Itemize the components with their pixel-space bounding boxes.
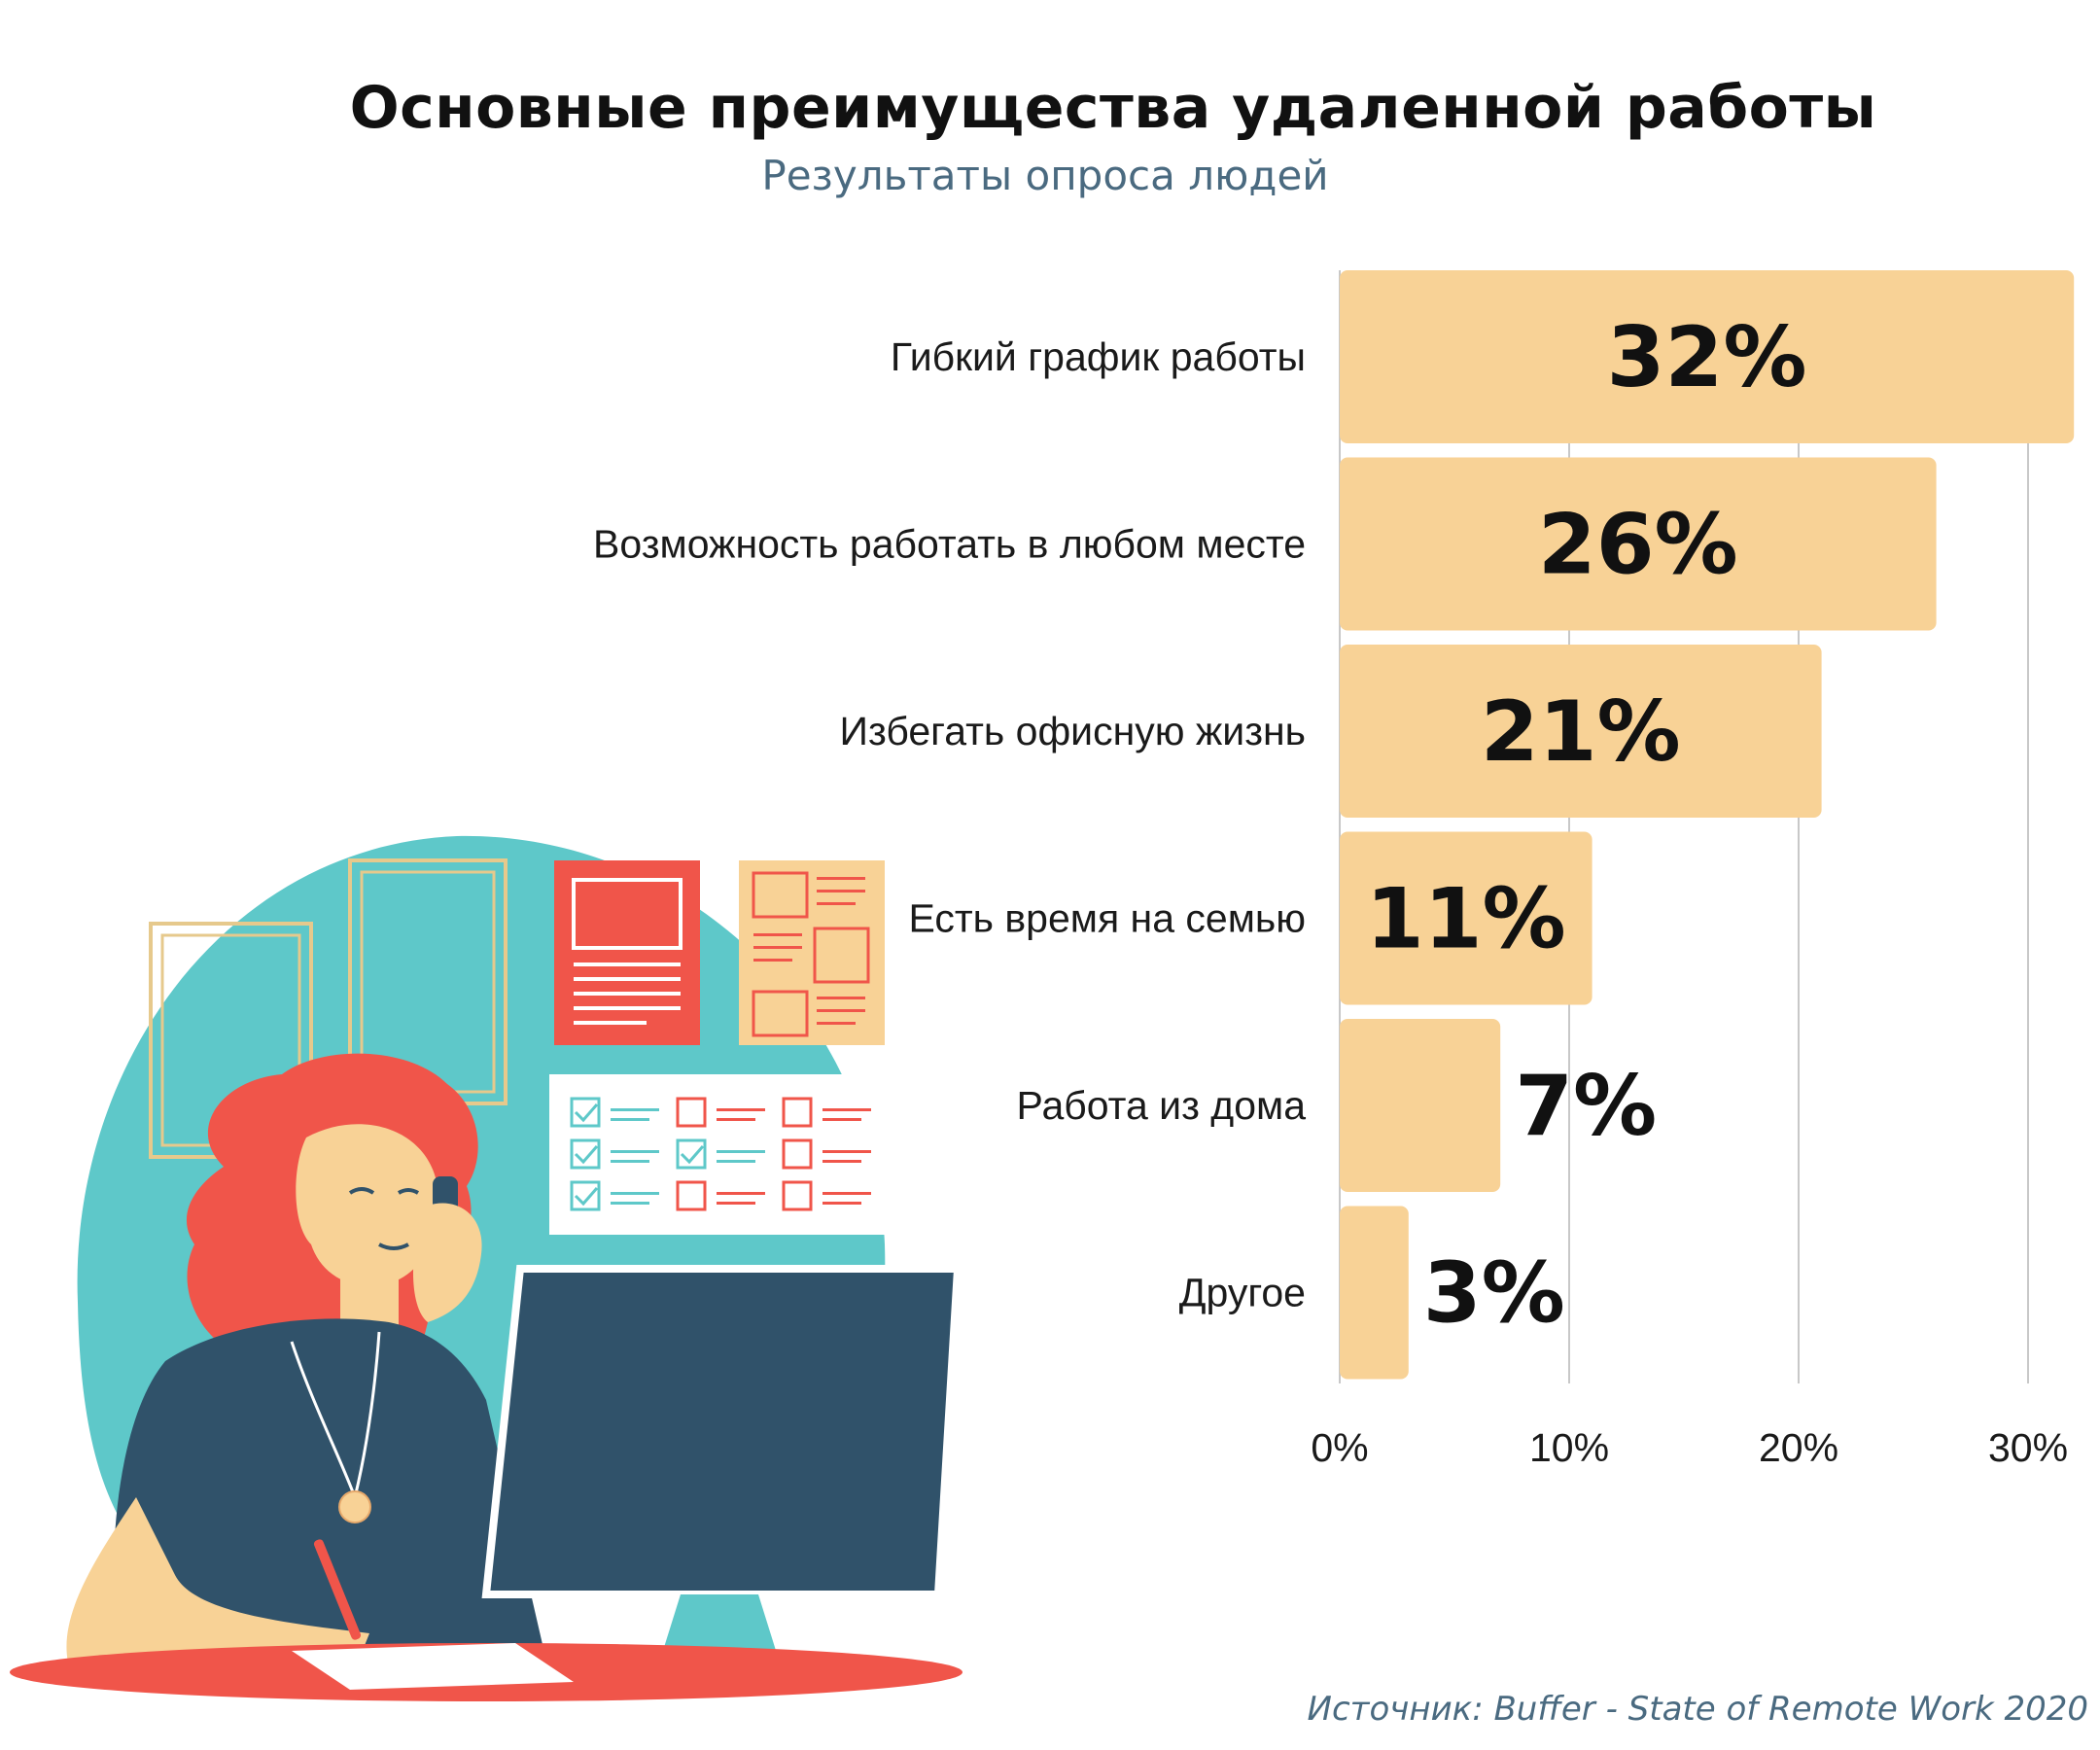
value-label: 21% [1481,683,1681,781]
bars [1340,270,2075,1380]
category-label: Есть время на семью [908,896,1306,941]
bar [1340,1206,1409,1380]
bar [1340,645,1822,818]
category-label: Избегать офисную жизнь [840,709,1306,753]
x-tick-label: 0% [1311,1425,1368,1470]
grid-lines [1339,270,2029,1383]
value-label: 26% [1538,497,1738,594]
chart-title: Основные преимущества удаленной работы [349,74,1877,142]
monitor-icon [481,1265,962,1678]
category-label: Работа из дома [1017,1083,1307,1128]
category-label: Возможность работать в любом месте [593,522,1306,567]
x-axis-ticks: 0% 10% 20% 30% [1311,1425,2068,1470]
checklist-panel-icon [549,1074,890,1235]
beige-document-icon [739,860,885,1045]
bar [1340,831,1592,1005]
pen-icon [313,1539,362,1640]
value-label: 3% [1423,1245,1565,1343]
x-tick-label: 30% [1988,1425,2068,1470]
x-tick-label: 10% [1529,1425,1609,1470]
value-label: 7% [1515,1058,1657,1155]
torso [113,1318,544,1653]
value-label: 11% [1366,871,1566,968]
bar [1340,457,1937,631]
category-labels: Гибкий график работы Возможность работать… [593,334,1306,1315]
category-label: Гибкий график работы [891,334,1306,379]
arm [66,1497,369,1688]
source-note: Источник: Buffer - State of Remote Work … [1307,1690,2088,1729]
paper [292,1643,574,1690]
bar [1340,1019,1501,1192]
pendant [338,1490,371,1523]
woman-at-computer-illustration [10,835,962,1701]
red-document-icon [554,860,700,1045]
value-labels: 32% 26% 21% 11% 7% 3% [1366,309,1807,1343]
category-label: Другое [1179,1271,1306,1315]
value-label: 32% [1607,309,1807,406]
x-tick-label: 20% [1759,1425,1838,1470]
hand [413,1203,482,1322]
bar [1340,270,2075,443]
chart-subtitle: Результаты опроса людей [761,152,1329,199]
